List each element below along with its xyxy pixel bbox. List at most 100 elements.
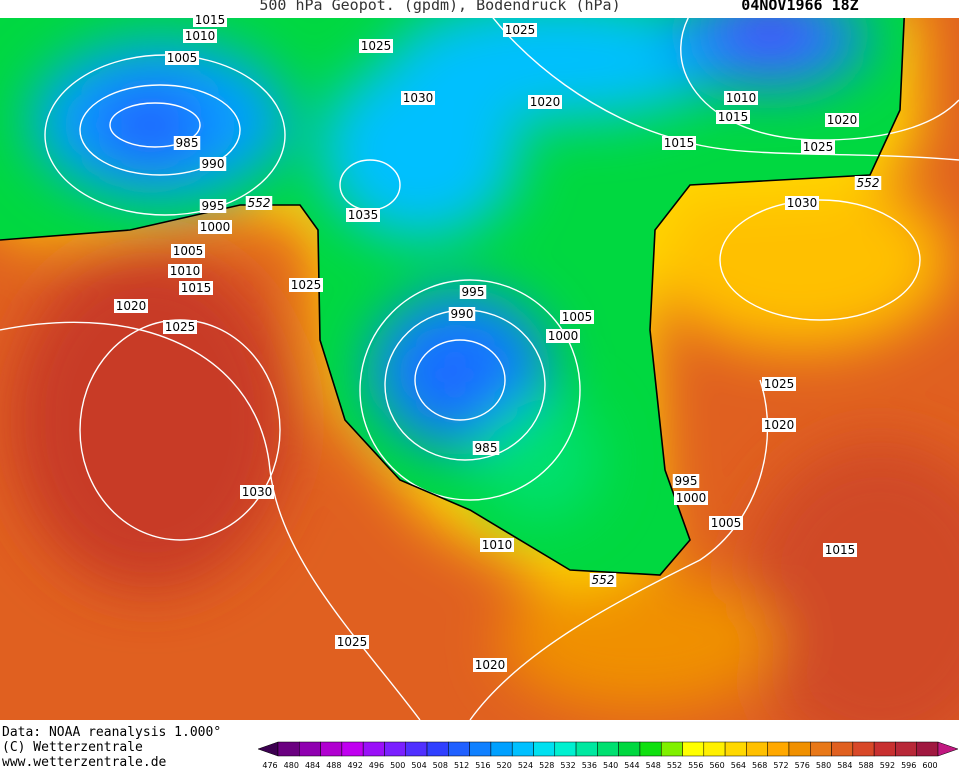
colorbar-label: 536	[582, 761, 597, 770]
isobar-label: 1005	[173, 244, 204, 258]
colorbar-label: 576	[795, 761, 810, 770]
isobar-label: 552	[248, 196, 271, 210]
label-box	[245, 196, 273, 210]
label-box	[823, 543, 857, 557]
label-box	[473, 658, 507, 672]
colorbar-label: 564	[731, 761, 746, 770]
colorbar-label: 568	[752, 761, 767, 770]
colorbar-segment	[362, 741, 385, 757]
isobar-label: 552	[592, 573, 615, 587]
colorbar-segment	[533, 741, 556, 757]
isobar-label: 1010	[170, 264, 201, 278]
label-box	[503, 23, 537, 37]
colorbar-label: 480	[284, 761, 299, 770]
colorbar-label: 592	[880, 761, 895, 770]
colorbar-label: 544	[624, 761, 639, 770]
label-box	[674, 491, 708, 505]
label-box	[459, 285, 487, 299]
colorbar-segment	[618, 741, 641, 757]
label-box	[163, 320, 197, 334]
label-box	[762, 418, 796, 432]
label-box	[546, 329, 580, 343]
colorbar-segment	[448, 741, 470, 757]
footer-line: www.wetterzentrale.de	[2, 755, 167, 770]
label-box	[785, 196, 819, 210]
isobar-label: 985	[176, 136, 199, 150]
isobar-label: 1025	[291, 278, 322, 292]
isobar-label: 1020	[116, 299, 147, 313]
label-box	[289, 278, 323, 292]
colorbar-label: 596	[901, 761, 916, 770]
isobar-label: 1030	[787, 196, 818, 210]
isobar-label: 1025	[165, 320, 196, 334]
colorbar-segment	[320, 741, 343, 757]
label-box	[724, 91, 758, 105]
label-box	[173, 136, 201, 150]
label-box	[528, 95, 562, 109]
label-box	[179, 281, 213, 295]
isobar-label: 1025	[361, 39, 392, 53]
colorbar-end	[257, 741, 279, 757]
isobar-label: 1015	[718, 110, 749, 124]
label-box	[709, 516, 743, 530]
isobar-label: 1005	[562, 310, 593, 324]
colorbar: 476 480 484 488 492 496 500 504 508 512 516 520 524 5…	[257, 741, 959, 770]
colorbar-label: 476	[262, 761, 277, 770]
colorbar-label: 552	[667, 761, 682, 770]
isobar-label: 1025	[803, 140, 834, 154]
isobar-label: 1030	[403, 91, 434, 105]
isobar-label: 1030	[242, 485, 273, 499]
isobar-label: 1010	[482, 538, 513, 552]
colorbar-label: 512	[454, 761, 469, 770]
footer-line: Data: NOAA reanalysis 1.000°	[2, 725, 221, 740]
colorbar-label: 496	[369, 761, 384, 770]
label-box	[193, 13, 227, 27]
colorbar-label: 508	[433, 761, 448, 770]
colorbar-segment	[384, 741, 406, 757]
label-box	[401, 91, 435, 105]
label-box	[589, 573, 617, 587]
colorbar-label: 584	[837, 761, 852, 770]
colorbar-segment	[852, 741, 875, 757]
footer: Data: NOAA reanalysis 1.000°(C) Wetterze…	[2, 725, 221, 770]
label-box	[346, 208, 380, 222]
colorbar-label: 560	[709, 761, 724, 770]
colorbar-label: 516	[475, 761, 490, 770]
colorbar-segment	[810, 741, 832, 757]
colorbar-segment	[490, 741, 513, 757]
colorbar-segment	[511, 741, 534, 757]
colorbar-segment	[469, 741, 492, 757]
colorbar-segment	[831, 741, 854, 757]
isobar-label: 1000	[548, 329, 579, 343]
colorbar-segment	[554, 741, 577, 757]
label-box	[448, 307, 476, 321]
label-box	[165, 51, 199, 65]
isobar-label: 1020	[827, 113, 858, 127]
isobar-label: 1025	[505, 23, 536, 37]
isobar-label: 1000	[200, 220, 231, 234]
colorbar-label: 484	[305, 761, 320, 770]
isobar-label: 1005	[711, 516, 742, 530]
isobar-label: 1020	[530, 95, 561, 109]
colorbar-segment	[767, 741, 790, 757]
isobar-label: 1010	[726, 91, 757, 105]
colorbar-label: 532	[560, 761, 575, 770]
label-box	[335, 635, 369, 649]
contour-552	[0, 18, 905, 576]
colorbar-label: 488	[326, 761, 341, 770]
label-box	[480, 538, 514, 552]
colorbar-segment	[597, 741, 619, 757]
colorbar-segment	[277, 741, 300, 757]
isobar-label: 985	[475, 441, 498, 455]
colorbar-segment	[341, 741, 364, 757]
label-box	[168, 264, 202, 278]
isobar-label: 1025	[337, 635, 368, 649]
label-box	[171, 244, 205, 258]
colorbar-label: 572	[773, 761, 788, 770]
isobar-label: 990	[202, 157, 225, 171]
label-box	[114, 299, 148, 313]
label-box	[662, 136, 696, 150]
map-date: 04NOV1966 18Z	[741, 0, 858, 14]
